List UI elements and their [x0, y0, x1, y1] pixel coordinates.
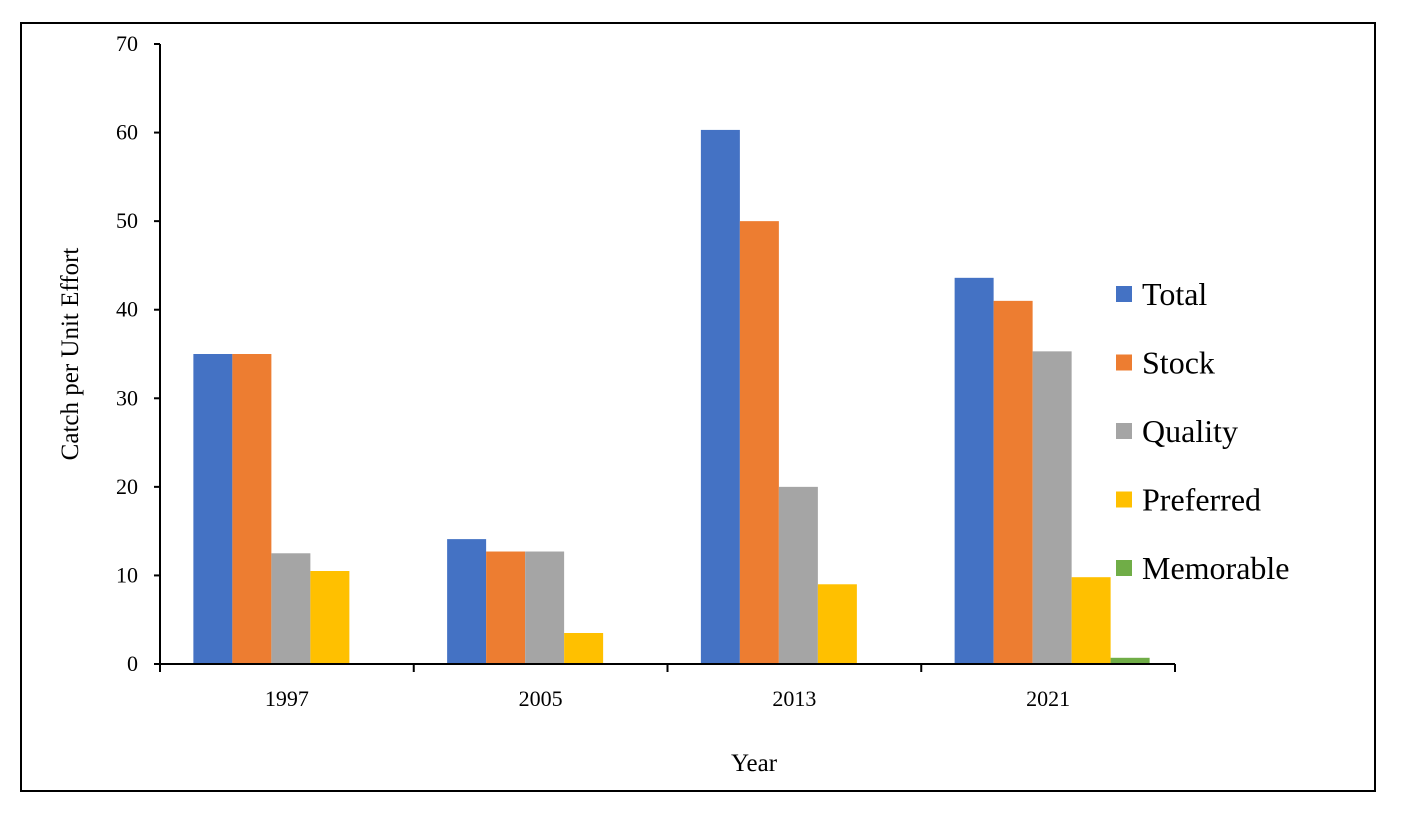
- bar-quality-1997: [271, 553, 311, 664]
- bar-quality-2005: [525, 551, 565, 664]
- y-ticks: 0 10 20 30 40 50 60 70: [116, 31, 160, 676]
- x-tick-label: 2013: [772, 686, 816, 711]
- legend-label-total: Total: [1142, 276, 1207, 312]
- legend: Total Stock Quality Preferred Memorable: [1116, 276, 1290, 586]
- y-tick-label: 30: [116, 385, 138, 410]
- legend-label-stock: Stock: [1142, 345, 1215, 381]
- y-tick-label: 40: [116, 297, 138, 322]
- bar-preferred-2021: [1071, 577, 1111, 664]
- legend-label-preferred: Preferred: [1142, 482, 1261, 518]
- y-tick-label: 10: [116, 562, 138, 587]
- bar-stock-2013: [739, 221, 779, 664]
- legend-swatch-memorable: [1116, 560, 1132, 576]
- y-tick-label: 0: [127, 651, 138, 676]
- y-tick-label: 50: [116, 208, 138, 233]
- legend-swatch-preferred: [1116, 491, 1132, 508]
- legend-label-memorable: Memorable: [1142, 550, 1290, 586]
- legend-swatch-total: [1116, 286, 1132, 302]
- x-tick-label: 1997: [265, 686, 309, 711]
- bar-total-2013: [700, 129, 740, 664]
- bar-quality-2021: [1032, 351, 1072, 664]
- bar-stock-1997: [232, 354, 272, 664]
- bar-stock-2005: [486, 551, 526, 664]
- y-tick-label: 60: [116, 120, 138, 145]
- legend-swatch-stock: [1116, 354, 1132, 371]
- y-axis-title: Catch per Unit Effort: [57, 248, 84, 461]
- bar-total-1997: [193, 354, 233, 664]
- x-ticks: 1997 2005 2013 2021: [159, 664, 1176, 711]
- bar-preferred-2013: [817, 584, 857, 664]
- bar-quality-2013: [778, 486, 818, 664]
- legend-swatch-quality: [1116, 423, 1132, 439]
- bar-stock-2021: [993, 300, 1033, 664]
- bar-total-2005: [447, 539, 487, 664]
- bar-memorable-2021: [1110, 657, 1150, 664]
- x-axis-title: Year: [731, 750, 778, 777]
- x-tick-label: 2005: [519, 686, 563, 711]
- x-tick-label: 2021: [1026, 686, 1070, 711]
- y-tick-label: 70: [116, 31, 138, 56]
- legend-label-quality: Quality: [1142, 413, 1238, 449]
- bar-preferred-1997: [310, 571, 350, 664]
- bar-total-2021: [954, 277, 994, 664]
- bar-preferred-2005: [564, 633, 604, 664]
- y-tick-label: 20: [116, 474, 138, 499]
- bars-group: [193, 129, 1150, 664]
